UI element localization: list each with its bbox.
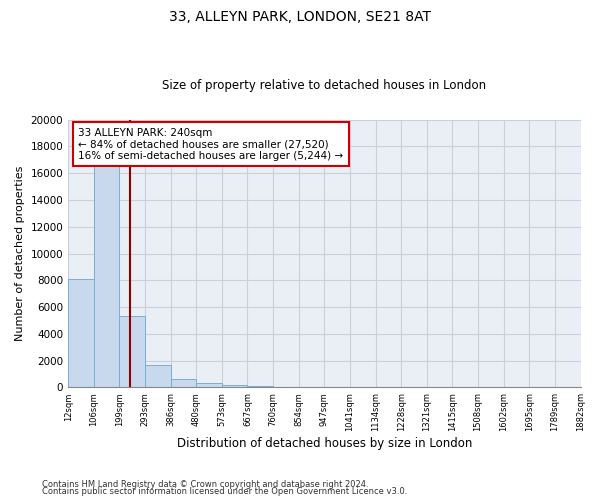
Text: Contains HM Land Registry data © Crown copyright and database right 2024.: Contains HM Land Registry data © Crown c… (42, 480, 368, 489)
Bar (247, 386, 273, 388)
Bar (222, 385, 247, 388)
Bar (170, 379, 196, 388)
Bar (196, 383, 222, 388)
Title: Size of property relative to detached houses in London: Size of property relative to detached ho… (162, 79, 487, 92)
Text: 33, ALLEYN PARK, LONDON, SE21 8AT: 33, ALLEYN PARK, LONDON, SE21 8AT (169, 10, 431, 24)
Bar (119, 316, 145, 388)
Bar (94, 166, 119, 388)
Text: 33 ALLEYN PARK: 240sqm
← 84% of detached houses are smaller (27,520)
16% of semi: 33 ALLEYN PARK: 240sqm ← 84% of detached… (79, 128, 344, 161)
Bar (68, 279, 94, 388)
Y-axis label: Number of detached properties: Number of detached properties (15, 166, 25, 341)
Bar (145, 364, 170, 388)
Bar (273, 386, 299, 388)
X-axis label: Distribution of detached houses by size in London: Distribution of detached houses by size … (176, 437, 472, 450)
Text: Contains public sector information licensed under the Open Government Licence v3: Contains public sector information licen… (42, 488, 407, 496)
